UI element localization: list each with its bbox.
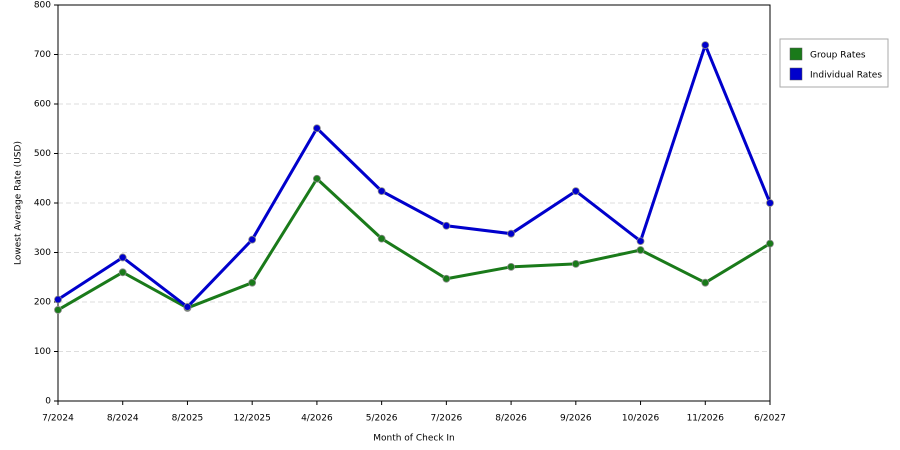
x-tick-label: 7/2024 — [42, 414, 74, 424]
y-tick-label: 400 — [34, 199, 51, 209]
y-tick-label: 200 — [34, 298, 51, 308]
data-point — [766, 239, 774, 248]
x-tick-label: 10/2026 — [622, 414, 660, 424]
data-point — [766, 199, 774, 207]
legend-label: Individual Rates — [810, 71, 882, 81]
data-point — [248, 278, 257, 287]
data-point — [248, 235, 257, 244]
x-axis-label: Month of Check In — [373, 434, 455, 444]
data-point — [442, 221, 451, 230]
x-tick-label: 8/2026 — [495, 414, 527, 424]
data-point — [507, 229, 515, 238]
data-point — [701, 41, 710, 49]
legend-label: Group Rates — [810, 51, 866, 61]
x-tick-label: 5/2026 — [366, 414, 398, 424]
legend-swatch — [789, 67, 803, 81]
x-tick-label: 4/2026 — [301, 414, 333, 424]
data-point — [507, 262, 515, 271]
data-point — [571, 259, 580, 268]
data-point — [571, 187, 580, 196]
x-tick-label: 7/2026 — [431, 414, 463, 424]
y-axis-label: Lowest Average Rate (USD) — [14, 141, 24, 265]
data-point — [183, 303, 192, 311]
x-tick-label: 9/2026 — [560, 414, 592, 424]
y-tick-label: 500 — [34, 149, 51, 159]
legend-swatch — [789, 47, 803, 61]
data-point — [636, 237, 645, 246]
data-point — [701, 278, 710, 287]
data-point — [377, 234, 386, 243]
data-point — [54, 306, 62, 314]
data-point — [54, 295, 62, 304]
y-tick-label: 300 — [34, 248, 51, 258]
series-line — [57, 43, 772, 309]
data-point — [313, 174, 321, 183]
y-tick-label: 0 — [45, 397, 51, 407]
y-tick-label: 100 — [34, 347, 51, 357]
data-point — [118, 268, 127, 277]
x-tick-label: 8/2025 — [172, 414, 204, 424]
y-tick-label: 600 — [34, 100, 51, 110]
y-tick-label: 700 — [34, 50, 51, 60]
x-tick-label: 8/2024 — [107, 414, 139, 424]
data-point — [377, 187, 386, 196]
x-tick-label: 12/2025 — [233, 414, 270, 424]
data-point — [636, 246, 645, 254]
series-line — [57, 177, 771, 312]
data-point — [118, 253, 127, 262]
data-point — [313, 124, 321, 133]
data-point — [442, 274, 451, 283]
y-tick-label: 800 — [34, 1, 51, 11]
x-tick-label: 11/2026 — [687, 414, 725, 424]
x-tick-label: 6/2027 — [754, 414, 786, 424]
